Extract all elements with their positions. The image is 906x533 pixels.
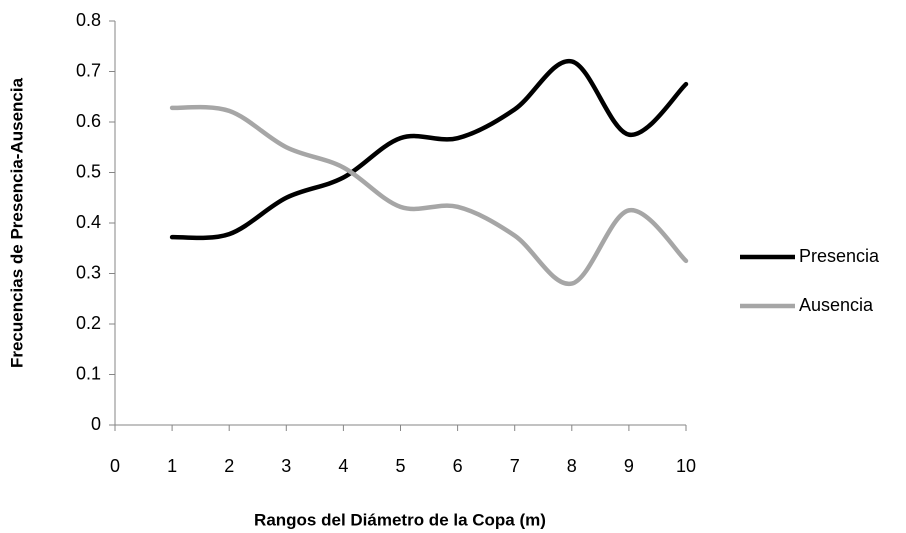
line xyxy=(169,59,689,241)
line xyxy=(169,104,689,286)
x-tick-label: 10 xyxy=(676,456,696,476)
y-axis-title: Frecuencias de Presencia-Ausencia xyxy=(7,77,26,368)
y-tick-label: 0.6 xyxy=(76,111,101,131)
y-tick-label: 0.5 xyxy=(76,161,101,181)
y-tick-label: 0.8 xyxy=(76,10,101,30)
y-tick-label: 0.3 xyxy=(76,262,101,282)
y-tick-label: 0.2 xyxy=(76,313,101,333)
x-tick-label: 8 xyxy=(567,456,577,476)
x-tick-label: 0 xyxy=(110,456,120,476)
y-tick-label: 0 xyxy=(91,414,101,434)
y-tick-label: 0.1 xyxy=(76,363,101,383)
x-tick-label: 5 xyxy=(395,456,405,476)
legend-label: Ausencia xyxy=(799,295,874,315)
x-axis-title: Rangos del Diámetro de la Copa (m) xyxy=(254,510,546,529)
x-tick-label: 2 xyxy=(224,456,234,476)
x-tick-label: 7 xyxy=(510,456,520,476)
y-tick-label: 0.7 xyxy=(76,60,101,80)
y-tick-label: 0.4 xyxy=(76,212,101,232)
x-tick-label: 1 xyxy=(167,456,177,476)
x-tick-label: 4 xyxy=(338,456,348,476)
x-tick-label: 9 xyxy=(624,456,634,476)
x-tick-label: 3 xyxy=(281,456,291,476)
legend-label: Presencia xyxy=(799,246,880,266)
x-tick-label: 6 xyxy=(453,456,463,476)
